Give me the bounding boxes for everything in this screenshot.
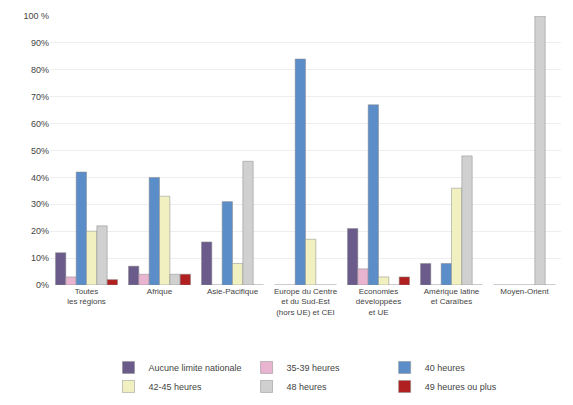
svg-text:50%: 50%	[31, 146, 49, 156]
svg-text:Toutesles régions: Toutesles régions	[67, 287, 106, 306]
svg-text:90%: 90%	[31, 38, 49, 48]
svg-text:10%: 10%	[31, 253, 49, 263]
svg-text:35-39 heures: 35-39 heures	[287, 363, 341, 373]
svg-text:Afrique: Afrique	[147, 287, 173, 296]
svg-text:Europe du Centreet du Sud-Est(: Europe du Centreet du Sud-Est(hors UE) e…	[274, 287, 338, 317]
svg-text:0%: 0%	[36, 280, 49, 290]
svg-text:80%: 80%	[31, 65, 49, 75]
svg-text:40 heures: 40 heures	[425, 363, 466, 373]
svg-text:Asie-Pacifique: Asie-Pacifique	[207, 287, 259, 296]
svg-text:Aucune limite nationale: Aucune limite nationale	[149, 363, 242, 373]
svg-text:Amérique latineet Caraïbes: Amérique latineet Caraïbes	[424, 287, 480, 306]
svg-text:42-45 heures: 42-45 heures	[149, 382, 203, 392]
svg-text:60%: 60%	[31, 119, 49, 129]
svg-text:20%: 20%	[31, 226, 49, 236]
svg-text:Economiesdéveloppéeset UE: Economiesdéveloppéeset UE	[356, 287, 401, 317]
svg-text:Moyen-Orient: Moyen-Orient	[500, 287, 549, 296]
svg-text:49 heures ou plus: 49 heures ou plus	[425, 382, 497, 392]
svg-text:100 %: 100 %	[23, 11, 49, 21]
svg-text:40%: 40%	[31, 173, 49, 183]
svg-text:30%: 30%	[31, 199, 49, 209]
svg-text:70%: 70%	[31, 92, 49, 102]
svg-text:48 heures: 48 heures	[287, 382, 328, 392]
